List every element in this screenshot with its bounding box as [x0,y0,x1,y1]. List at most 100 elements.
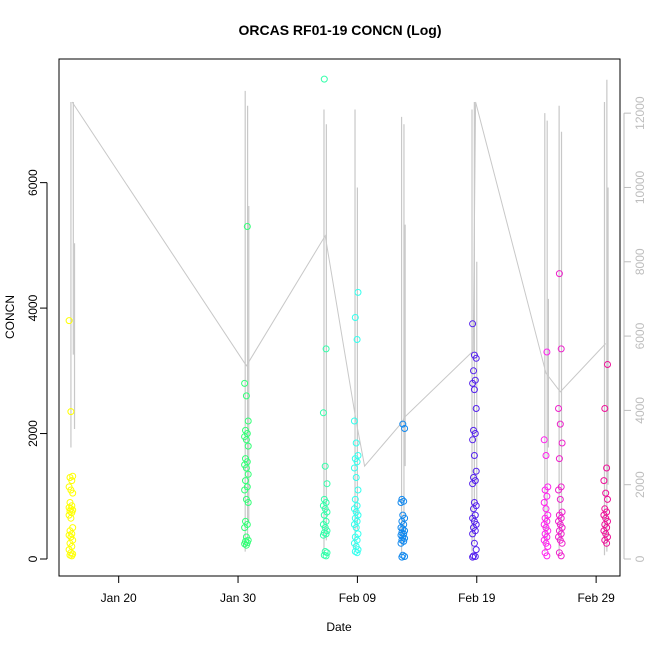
data-point [604,495,611,503]
data-point [241,486,249,494]
x-tick-label: Jan 20 [101,591,137,605]
y2-tick-label: 4000 [633,397,647,424]
data-point [469,480,477,488]
data-point [558,539,566,547]
x-tick-label: Feb 19 [458,591,496,605]
data-point [354,288,362,296]
data-point [244,499,252,506]
data-point [241,524,249,532]
data-point [556,495,564,503]
data-point [351,314,359,321]
data-point [469,530,477,538]
chart-title: ORCAS RF01-19 CONCN (Log) [238,22,441,38]
data-point [352,524,360,532]
y2-tick-label: 12000 [633,96,647,130]
data-point [350,464,358,472]
data-point [398,536,406,544]
data-point [601,405,609,412]
y2-tick-label: 6000 [633,322,647,349]
y2-tick-label: 2000 [633,471,647,498]
data-point [469,320,477,328]
data-point [472,405,480,412]
data-point [557,345,565,353]
data-points-layer [65,75,611,561]
data-point [472,354,480,362]
data-point [602,489,610,497]
data-point [555,455,563,463]
data-point [398,553,406,561]
y-tick-label: 0 [26,555,40,562]
data-point [241,379,249,387]
data-point [350,417,358,425]
data-point [555,270,563,278]
data-point [604,361,611,368]
data-point [244,417,252,425]
data-point [353,549,361,557]
data-point [470,505,477,513]
data-point [244,470,252,478]
data-point [401,425,409,432]
data-point [399,420,407,428]
data-point [244,442,252,450]
data-point [471,430,479,437]
data-point [353,458,361,466]
data-point [351,495,359,503]
data-point [242,392,250,400]
data-point [397,499,405,506]
y2-tick-label: 10000 [633,170,647,204]
secondary-series-layer [70,79,609,556]
data-point [397,539,405,547]
data-point [69,489,77,497]
data-point [542,452,550,459]
data-point [241,540,249,548]
data-point [68,552,76,560]
data-point [540,436,548,444]
data-point [555,486,562,494]
plot-frame [58,58,621,577]
data-point [540,499,548,506]
data-point [600,477,608,485]
data-point [470,367,477,375]
data-point [242,477,249,485]
data-point [399,533,407,541]
y-tick-label: 6000 [26,169,40,196]
data-point [471,553,479,560]
data-point [354,486,362,494]
data-point [603,539,611,547]
y-tick-label: 2000 [26,420,40,447]
data-point [65,531,73,539]
data-point [353,336,361,343]
data-point [66,507,74,515]
data-point [543,348,551,356]
data-point [398,495,406,503]
y2-tick-label: 8000 [633,248,647,275]
data-point [320,75,328,83]
data-point [322,552,330,560]
data-point [603,464,611,472]
data-point [541,486,549,494]
data-point [352,439,360,447]
data-point [322,345,330,353]
data-point [68,477,76,485]
data-point [242,436,250,444]
data-point [542,505,550,513]
data-point [319,409,327,417]
data-point [556,420,564,428]
data-point [472,546,480,554]
y2-tick-label: 0 [633,555,647,562]
data-point [323,480,331,488]
data-point [472,467,480,475]
data-point [321,462,329,470]
data-point [242,541,250,549]
data-point [470,386,478,394]
y-axis-label: CONCN [3,295,17,339]
y-tick-label: 4000 [26,294,40,321]
data-point [67,514,75,522]
data-point [319,531,327,539]
data-point [557,552,565,560]
secondary-series-line [71,101,607,468]
data-point [543,492,551,500]
data-point [243,223,251,230]
axes-layer: 0 2000 4000 6000 0 2000 4000 6000 8000 10000 12000… [26,96,647,605]
